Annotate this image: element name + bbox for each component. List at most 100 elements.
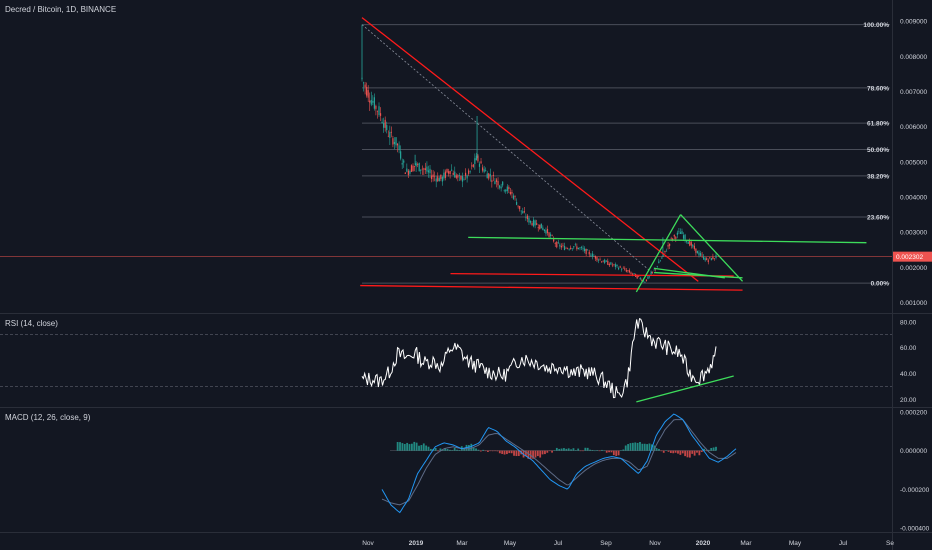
time-axis-tick: Nov (649, 540, 661, 547)
macd-histogram-bar (567, 448, 570, 451)
macd-histogram-bar (712, 447, 715, 451)
macd-histogram-bar (449, 449, 451, 451)
macd-histogram-bar (579, 450, 582, 452)
candle-body (503, 190, 505, 191)
price-axis-tick: 0.001000 (900, 300, 927, 307)
candle-body (573, 246, 575, 248)
macd-histogram-bar (705, 450, 708, 452)
candle-body (514, 196, 516, 197)
candle-body (509, 192, 512, 194)
time-axis-tick: Jul (554, 540, 563, 547)
macd-histogram-bar (501, 450, 504, 454)
macd-histogram-bar (686, 450, 689, 458)
macd-histogram-bar (565, 448, 568, 451)
candle-body (372, 100, 374, 103)
candle-body (468, 170, 470, 174)
macd-histogram-bar (458, 450, 461, 451)
candle-body (631, 273, 634, 275)
macd-histogram-bar (484, 450, 487, 452)
macd-histogram-bar (577, 448, 580, 451)
macd-histogram-bar (653, 445, 656, 451)
candle-body (386, 125, 388, 131)
fib-level-label: 23.60% (867, 214, 889, 221)
macd-histogram-bar (641, 443, 644, 451)
macd-histogram-bar (703, 448, 706, 451)
candle-body (441, 176, 443, 182)
candle-body (367, 90, 369, 98)
macd-histogram-bar (591, 449, 594, 451)
macd-histogram-bar (620, 450, 622, 451)
candle-body (447, 171, 450, 174)
candle-body (605, 260, 607, 262)
candle-body (472, 164, 474, 167)
macd-histogram-bar (472, 447, 475, 451)
candle-body (690, 242, 692, 246)
fib-level-label: 38.20% (867, 173, 889, 180)
candle-body (417, 164, 419, 165)
candle-body (599, 259, 601, 261)
price-axis-tick: 0.008000 (900, 54, 927, 61)
candle-body (393, 141, 396, 145)
macd-histogram-bar (669, 450, 672, 453)
macd-histogram-bar (648, 443, 651, 451)
rsi-pane-title: RSI (14, close) (5, 319, 58, 328)
macd-histogram-bar (681, 450, 684, 454)
macd-histogram-bar (715, 446, 717, 451)
candle-body (594, 255, 597, 259)
macd-histogram-bar (479, 450, 482, 452)
candle-body (525, 217, 527, 218)
candle-body (647, 276, 649, 279)
candle-body (486, 173, 488, 179)
price-pane-title: Decred / Bitcoin, 1D, BINANCE (5, 5, 117, 14)
candle-body (511, 192, 513, 194)
rsi-axis-tick: 80.00 (900, 319, 917, 326)
candle-body (400, 151, 402, 159)
macd-histogram-bar (700, 450, 703, 452)
macd-histogram-bar (572, 448, 575, 451)
macd-histogram-bar (396, 442, 399, 451)
macd-histogram-bar (429, 448, 432, 451)
macd-histogram-bar (413, 441, 416, 451)
candle-body (562, 245, 564, 246)
macd-histogram-bar (434, 447, 437, 451)
candle-body (611, 264, 614, 266)
candle-body (446, 169, 448, 173)
macd-histogram-bar (610, 450, 613, 453)
candle-body (607, 260, 609, 265)
candle-body (656, 266, 658, 267)
candle-body (366, 86, 368, 96)
macd-histogram-bar (515, 450, 518, 457)
macd-histogram-bar (574, 450, 577, 451)
macd-histogram-bar (665, 450, 668, 451)
macd-histogram-bar (643, 443, 646, 451)
macd-histogram-bar (494, 450, 496, 452)
macd-histogram-bar (420, 445, 423, 451)
candle-body (712, 256, 714, 260)
macd-histogram-bar (617, 450, 620, 456)
macd-histogram-bar (586, 447, 589, 451)
candle-body (545, 230, 547, 234)
candle-body (458, 175, 460, 176)
candle-body (475, 155, 477, 161)
macd-histogram-bar (563, 448, 565, 451)
candle-body (608, 263, 610, 266)
macd-histogram-bar (684, 450, 687, 457)
candle-body (434, 176, 436, 178)
candle-body (554, 243, 556, 244)
candle-body (614, 264, 617, 268)
candle-body (412, 165, 414, 172)
trendline-green (635, 214, 682, 293)
candle-body (443, 172, 445, 179)
candle-body (396, 143, 399, 146)
candle-body (455, 175, 457, 178)
macd-histogram-bar (451, 450, 454, 451)
candle-body (494, 181, 496, 185)
macd-histogram-bar (489, 450, 492, 452)
candle-body (556, 241, 558, 248)
macd-histogram-bar (558, 448, 561, 451)
candle-body (570, 247, 572, 250)
macd-histogram-bar (444, 448, 447, 451)
candle-body (437, 176, 439, 182)
trendline-red (360, 284, 743, 291)
